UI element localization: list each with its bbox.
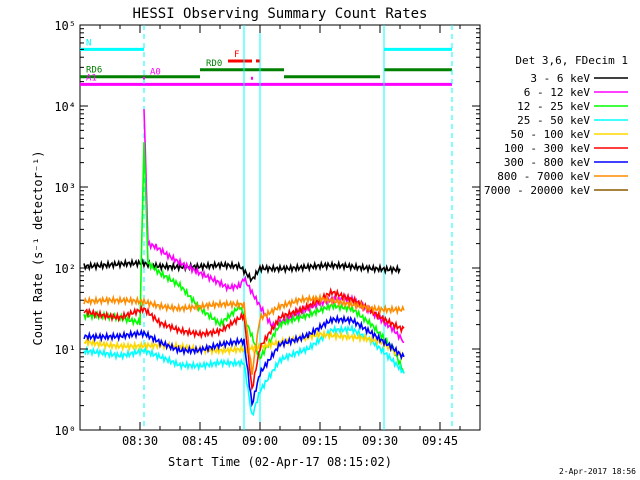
x-tick-label: 08:30 [122,434,158,448]
legend-label: 100 - 300 keV [504,142,590,155]
series-line-4 [83,328,405,362]
legend-label: 25 - 50 keV [517,114,590,127]
footer-date: 2-Apr-2017 18:56 [559,467,636,476]
y-tick-label: 10² [54,262,76,276]
legend-label: 6 - 12 keV [524,86,591,99]
legend-label: 800 - 7000 keV [497,170,590,183]
x-tick-label: 09:00 [242,434,278,448]
axes: 08:30 08:45 09:00 09:15 09:30 09:45 10⁰ 10¹ 10² 1… [54,19,481,448]
series-line-5 [83,286,405,392]
y-axis-label: Count Rate (s⁻¹ detector⁻¹) [31,150,45,345]
flag-bar-label: A1 [86,73,97,83]
legend-label: 7000 - 20000 keV [484,184,590,197]
chart-title: HESSI Observing Summary Count Rates [132,6,427,22]
legend-label: 50 - 100 keV [511,128,591,141]
x-tick-label: 09:45 [422,434,458,448]
y-tick-label: 10⁰ [54,424,76,438]
flag-bars: N F RD0 RD6 A0 A1 [80,38,452,86]
legend-label: 3 - 6 keV [530,72,590,85]
legend-title: Det 3,6, FDecim 1 [515,54,628,67]
flag-bar-label: A0 [150,67,161,77]
x-tick-label: 08:45 [182,434,218,448]
legend-label: 12 - 25 keV [517,100,590,113]
flag-bar-label: F [234,50,239,60]
flag-bar-label: RD0 [206,59,222,69]
series-line-7 [83,292,405,375]
legend-label: 300 - 800 keV [504,156,590,169]
series-line-0 [83,257,401,284]
x-tick-label: 09:15 [302,434,338,448]
series-line-3 [83,323,405,417]
y-tick-label: 10¹ [54,343,76,357]
y-tick-label: 10⁴ [54,100,76,114]
flag-bar-label: N [86,38,91,48]
series-line-6 [83,313,405,408]
flag-bar-label: RD6 [86,66,102,76]
x-axis-label: Start Time (02-Apr-17 08:15:02) [168,455,392,469]
series-lines [83,109,405,417]
x-tick-label: 09:30 [362,434,398,448]
y-tick-label: 10⁵ [54,19,76,33]
vertical-markers [143,25,453,430]
y-tick-label: 10³ [54,181,76,195]
